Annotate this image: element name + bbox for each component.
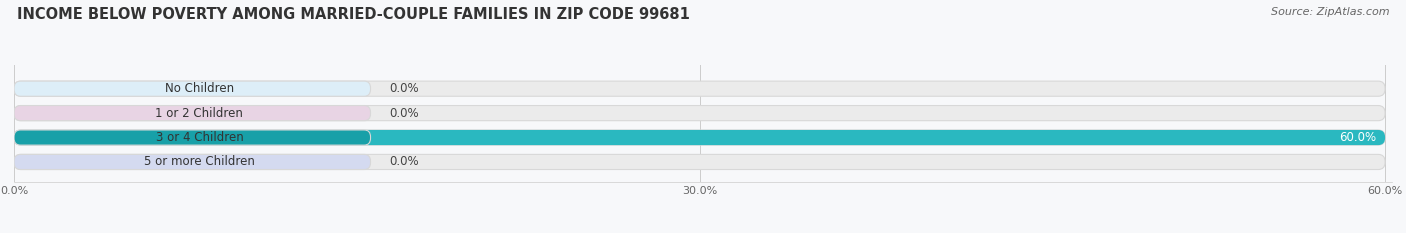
Text: No Children: No Children [165,82,233,95]
Text: 0.0%: 0.0% [389,155,419,168]
Text: 60.0%: 60.0% [1339,131,1376,144]
FancyBboxPatch shape [14,154,371,170]
Text: 0.0%: 0.0% [389,82,419,95]
FancyBboxPatch shape [14,106,1385,121]
FancyBboxPatch shape [14,154,1385,170]
FancyBboxPatch shape [14,81,371,96]
Text: 0.0%: 0.0% [389,107,419,120]
FancyBboxPatch shape [14,130,1385,145]
Text: 1 or 2 Children: 1 or 2 Children [156,107,243,120]
Text: INCOME BELOW POVERTY AMONG MARRIED-COUPLE FAMILIES IN ZIP CODE 99681: INCOME BELOW POVERTY AMONG MARRIED-COUPL… [17,7,690,22]
FancyBboxPatch shape [14,81,1385,96]
FancyBboxPatch shape [14,106,371,121]
Text: 3 or 4 Children: 3 or 4 Children [156,131,243,144]
FancyBboxPatch shape [14,130,371,145]
FancyBboxPatch shape [14,130,1385,145]
Text: Source: ZipAtlas.com: Source: ZipAtlas.com [1271,7,1389,17]
Text: 5 or more Children: 5 or more Children [143,155,254,168]
